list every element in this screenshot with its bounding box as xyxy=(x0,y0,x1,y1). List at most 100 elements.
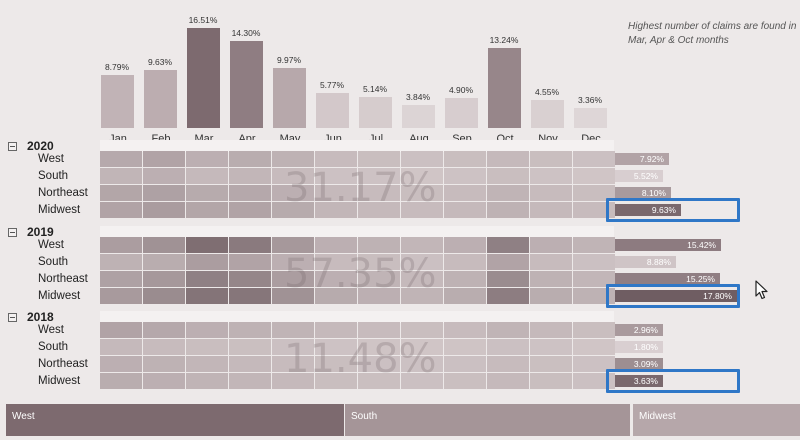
region-bar-northeast-2019[interactable]: 15.25% xyxy=(615,273,720,285)
month-bar-aug[interactable] xyxy=(402,105,435,128)
heatmap-cell[interactable] xyxy=(229,288,271,304)
heatmap-cell[interactable] xyxy=(573,237,615,253)
heatmap-cell[interactable] xyxy=(358,168,400,184)
heatmap-cell[interactable] xyxy=(272,271,314,287)
heatmap-cell[interactable] xyxy=(573,254,615,270)
heatmap-cell[interactable] xyxy=(530,271,572,287)
heatmap-cell[interactable] xyxy=(272,168,314,184)
heatmap-cell[interactable] xyxy=(444,202,486,218)
month-bar-may[interactable] xyxy=(273,68,306,128)
month-bar-feb[interactable] xyxy=(144,70,177,128)
heatmap-cell[interactable] xyxy=(143,151,185,167)
heatmap-cell[interactable] xyxy=(358,254,400,270)
heatmap-cell[interactable] xyxy=(573,356,615,372)
heatmap-cell[interactable] xyxy=(186,185,228,201)
heatmap-cell[interactable] xyxy=(315,339,357,355)
heatmap-cell[interactable] xyxy=(444,373,486,389)
month-bar-mar[interactable] xyxy=(187,28,220,128)
heatmap-cell[interactable] xyxy=(573,373,615,389)
heatmap-cell[interactable] xyxy=(444,254,486,270)
month-bar-oct[interactable] xyxy=(488,48,521,128)
heatmap-cell[interactable] xyxy=(401,237,443,253)
heatmap-cell[interactable] xyxy=(100,322,142,338)
heatmap-cell[interactable] xyxy=(272,373,314,389)
heatmap-cell[interactable] xyxy=(487,237,529,253)
heatmap-cell[interactable] xyxy=(143,185,185,201)
heatmap-cell[interactable] xyxy=(229,271,271,287)
heatmap-cell[interactable] xyxy=(229,254,271,270)
heatmap-cell[interactable] xyxy=(358,185,400,201)
region-bar-west-2020[interactable]: 7.92% xyxy=(615,153,669,165)
heatmap-cell[interactable] xyxy=(358,151,400,167)
heatmap-cell[interactable] xyxy=(100,373,142,389)
heatmap-cell[interactable] xyxy=(100,151,142,167)
month-bar-sep[interactable] xyxy=(445,98,478,128)
heatmap-cell[interactable] xyxy=(444,185,486,201)
heatmap-cell[interactable] xyxy=(358,288,400,304)
heatmap-cell[interactable] xyxy=(530,322,572,338)
heatmap-cell[interactable] xyxy=(315,237,357,253)
heatmap-cell[interactable] xyxy=(530,254,572,270)
heatmap-cell[interactable] xyxy=(143,339,185,355)
heatmap-cell[interactable] xyxy=(401,168,443,184)
heatmap-cell[interactable] xyxy=(530,373,572,389)
heatmap-cell[interactable] xyxy=(444,356,486,372)
heatmap-cell[interactable] xyxy=(573,322,615,338)
heatmap-cell[interactable] xyxy=(100,202,142,218)
heatmap-cell[interactable] xyxy=(487,271,529,287)
slicer-tile-west[interactable]: West xyxy=(6,404,344,436)
year-row-2020[interactable]: 2020 xyxy=(8,138,54,154)
heatmap-cell[interactable] xyxy=(315,322,357,338)
region-bar-midwest-2020[interactable]: 9.63% xyxy=(615,204,681,216)
month-bar-jan[interactable] xyxy=(101,75,134,128)
slicer-tile-south[interactable]: South xyxy=(345,404,630,436)
year-row-2018[interactable]: 2018 xyxy=(8,309,54,325)
heatmap-cell[interactable] xyxy=(272,288,314,304)
heatmap-cell[interactable] xyxy=(186,202,228,218)
heatmap-cell[interactable] xyxy=(272,339,314,355)
heatmap-cell[interactable] xyxy=(143,237,185,253)
heatmap-cell[interactable] xyxy=(186,356,228,372)
heatmap-cell[interactable] xyxy=(487,322,529,338)
region-bar-midwest-2019[interactable]: 17.80% xyxy=(615,290,737,302)
heatmap-cell[interactable] xyxy=(487,151,529,167)
heatmap-cell[interactable] xyxy=(487,356,529,372)
heatmap-cell[interactable] xyxy=(401,356,443,372)
heatmap-cell[interactable] xyxy=(143,168,185,184)
heatmap-cell[interactable] xyxy=(444,271,486,287)
heatmap-cell[interactable] xyxy=(487,202,529,218)
heatmap-cell[interactable] xyxy=(186,168,228,184)
region-bar-northeast-2018[interactable]: 3.09% xyxy=(615,358,663,370)
heatmap-cell[interactable] xyxy=(315,271,357,287)
heatmap-cell[interactable] xyxy=(315,168,357,184)
heatmap-cell[interactable] xyxy=(143,202,185,218)
heatmap-cell[interactable] xyxy=(444,288,486,304)
heatmap-cell[interactable] xyxy=(358,356,400,372)
heatmap-cell[interactable] xyxy=(143,356,185,372)
collapse-icon[interactable] xyxy=(8,141,17,151)
heatmap-cell[interactable] xyxy=(487,168,529,184)
heatmap-cell[interactable] xyxy=(487,254,529,270)
heatmap-cell[interactable] xyxy=(358,202,400,218)
slicer-tile-midwest[interactable]: Midwest xyxy=(633,404,800,436)
heatmap-cell[interactable] xyxy=(229,356,271,372)
heatmap-cell[interactable] xyxy=(100,288,142,304)
heatmap-cell[interactable] xyxy=(401,271,443,287)
region-bar-south-2020[interactable]: 5.52% xyxy=(615,170,663,182)
heatmap-cell[interactable] xyxy=(186,254,228,270)
heatmap-cell[interactable] xyxy=(100,339,142,355)
heatmap-cell[interactable] xyxy=(229,322,271,338)
heatmap-cell[interactable] xyxy=(401,185,443,201)
heatmap-cell[interactable] xyxy=(186,271,228,287)
heatmap-cell[interactable] xyxy=(229,237,271,253)
heatmap-cell[interactable] xyxy=(186,237,228,253)
heatmap-cell[interactable] xyxy=(315,254,357,270)
heatmap-cell[interactable] xyxy=(315,288,357,304)
month-bar-apr[interactable] xyxy=(230,41,263,128)
heatmap-cell[interactable] xyxy=(315,202,357,218)
region-bar-midwest-2018[interactable]: 3.63% xyxy=(615,375,663,387)
heatmap-cell[interactable] xyxy=(573,185,615,201)
heatmap-cell[interactable] xyxy=(530,202,572,218)
heatmap-cell[interactable] xyxy=(358,271,400,287)
heatmap-cell[interactable] xyxy=(530,151,572,167)
